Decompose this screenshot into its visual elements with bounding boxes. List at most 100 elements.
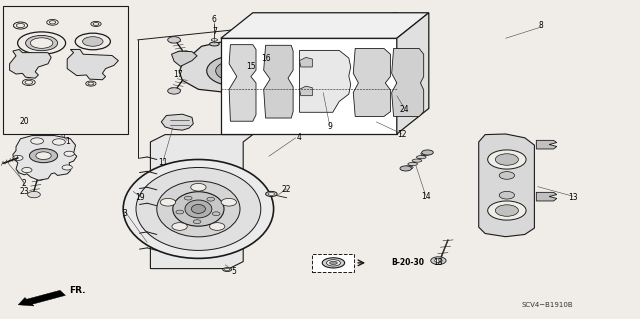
Circle shape (160, 198, 175, 206)
Circle shape (212, 212, 220, 216)
Ellipse shape (400, 166, 412, 171)
Ellipse shape (18, 32, 65, 54)
Polygon shape (479, 134, 534, 237)
Ellipse shape (268, 192, 275, 195)
Ellipse shape (216, 61, 255, 81)
Ellipse shape (323, 258, 344, 268)
Ellipse shape (157, 181, 240, 237)
Text: 8: 8 (538, 21, 543, 30)
Polygon shape (161, 114, 193, 130)
Ellipse shape (264, 39, 271, 42)
Polygon shape (13, 136, 77, 180)
Text: 13: 13 (568, 193, 578, 202)
Ellipse shape (191, 204, 205, 213)
Ellipse shape (25, 80, 33, 84)
Ellipse shape (93, 23, 99, 26)
Ellipse shape (83, 37, 103, 46)
Circle shape (431, 257, 446, 264)
Text: B-20-30: B-20-30 (392, 258, 425, 267)
Circle shape (31, 138, 44, 144)
Text: 5: 5 (231, 267, 236, 276)
Circle shape (435, 259, 442, 263)
Circle shape (168, 88, 180, 94)
Circle shape (499, 172, 515, 179)
Polygon shape (221, 13, 429, 38)
Ellipse shape (76, 33, 111, 50)
Text: 14: 14 (420, 192, 431, 201)
FancyArrow shape (18, 290, 65, 306)
Ellipse shape (49, 21, 56, 24)
Ellipse shape (404, 166, 413, 169)
Text: FR.: FR. (69, 286, 86, 295)
Circle shape (207, 197, 214, 201)
Ellipse shape (22, 79, 35, 85)
Circle shape (488, 201, 526, 220)
Circle shape (36, 152, 51, 160)
Ellipse shape (31, 38, 53, 48)
Text: 12: 12 (397, 130, 406, 139)
Ellipse shape (26, 35, 58, 51)
Circle shape (209, 223, 225, 230)
Polygon shape (150, 135, 253, 269)
Circle shape (488, 150, 526, 169)
Ellipse shape (417, 156, 426, 159)
Polygon shape (353, 48, 390, 116)
Text: 11: 11 (159, 158, 168, 167)
Polygon shape (392, 48, 424, 116)
Ellipse shape (422, 150, 433, 155)
Circle shape (176, 210, 184, 214)
Ellipse shape (173, 192, 224, 226)
Text: 19: 19 (134, 193, 145, 202)
Ellipse shape (412, 159, 422, 162)
Circle shape (172, 223, 188, 230)
Polygon shape (67, 49, 118, 80)
Circle shape (221, 198, 237, 206)
Ellipse shape (421, 152, 431, 155)
Bar (3, 6, 128, 134)
Text: 6: 6 (212, 15, 217, 24)
Polygon shape (229, 45, 256, 121)
Text: 2: 2 (22, 179, 27, 188)
Circle shape (52, 139, 65, 145)
Ellipse shape (86, 81, 96, 86)
Ellipse shape (91, 21, 101, 26)
Ellipse shape (211, 39, 218, 41)
Polygon shape (264, 45, 293, 118)
Text: 1: 1 (65, 137, 70, 146)
Circle shape (499, 191, 515, 199)
Polygon shape (300, 50, 351, 112)
Circle shape (495, 154, 518, 165)
Circle shape (29, 149, 58, 163)
Polygon shape (172, 51, 197, 66)
Ellipse shape (408, 162, 417, 166)
Ellipse shape (225, 269, 230, 271)
Ellipse shape (223, 268, 232, 271)
Text: 17: 17 (173, 70, 183, 78)
Polygon shape (274, 57, 300, 71)
Polygon shape (397, 13, 429, 134)
Ellipse shape (124, 160, 274, 258)
Polygon shape (300, 86, 312, 96)
Polygon shape (300, 57, 312, 67)
Ellipse shape (367, 120, 380, 126)
Ellipse shape (266, 191, 277, 197)
Ellipse shape (13, 22, 28, 29)
Text: 15: 15 (246, 62, 256, 71)
Ellipse shape (88, 82, 93, 85)
Polygon shape (304, 66, 340, 93)
Polygon shape (221, 38, 397, 134)
Ellipse shape (207, 56, 264, 86)
Circle shape (193, 220, 201, 224)
Polygon shape (10, 49, 51, 78)
Circle shape (64, 151, 74, 156)
Text: 7: 7 (212, 27, 217, 36)
Text: 22: 22 (282, 185, 291, 194)
Text: 18: 18 (434, 258, 443, 267)
Ellipse shape (310, 72, 335, 88)
Text: 20: 20 (19, 117, 29, 126)
Ellipse shape (330, 261, 337, 264)
Circle shape (191, 183, 206, 191)
Text: 24: 24 (399, 105, 410, 114)
Polygon shape (536, 140, 557, 149)
Text: 23: 23 (19, 187, 29, 196)
